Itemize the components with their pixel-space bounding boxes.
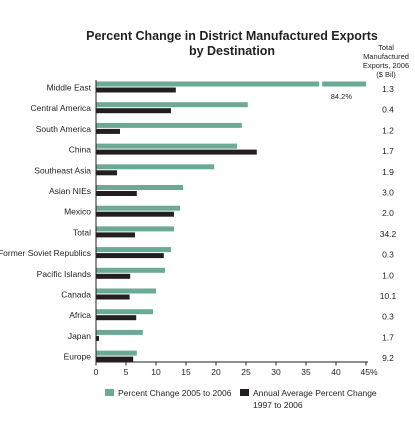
totals-header-line-3: Exports, 2006 — [363, 61, 409, 70]
total-exports-value: 1.3 — [382, 84, 394, 94]
x-tick-label: 45% — [360, 367, 377, 377]
bar-pct-2005-2006 — [96, 81, 366, 87]
bar-pct-2005-2006 — [96, 288, 156, 294]
bar-pct-2005-2006 — [96, 247, 171, 253]
total-exports-value: 3.0 — [382, 188, 394, 198]
bar-row-china: China 1.7 — [69, 143, 394, 156]
bar-pct-2005-2006 — [96, 309, 153, 315]
category-label: Middle East — [47, 83, 92, 93]
x-tick-label: 15 — [181, 367, 191, 377]
total-exports-value: 2.0 — [382, 208, 394, 218]
bar-annotation: 84.2% — [331, 92, 353, 101]
category-label: Central America — [31, 103, 92, 113]
bar-row-central-america: Central America 0.4 — [31, 102, 394, 115]
bar-pct-2005-2006 — [96, 164, 215, 170]
bar-pct-2005-2006 — [96, 267, 165, 273]
category-label: Canada — [61, 290, 91, 300]
total-exports-value: 0.3 — [382, 250, 394, 260]
category-label: Mexico — [64, 207, 91, 217]
bar-annual-avg — [96, 335, 99, 341]
totals-header-line-1: Total — [378, 43, 394, 52]
x-tick-label: 5 — [124, 367, 129, 377]
bar-annual-avg — [96, 128, 120, 134]
x-tick-label: 0 — [94, 367, 99, 377]
total-exports-value: 0.3 — [382, 312, 394, 322]
bar-annual-avg — [96, 211, 174, 217]
axis-break-gap — [319, 80, 323, 88]
x-tick-label: 35 — [301, 367, 311, 377]
total-exports-value: 9.2 — [382, 353, 394, 363]
bar-row-asian-nies: Asian NIEs 3.0 — [49, 185, 394, 198]
totals-header-line-4: ($ Bil) — [376, 70, 396, 79]
bar-pct-2005-2006 — [96, 350, 137, 356]
bar-row-total: Total 34.2 — [73, 226, 397, 239]
category-label: Pacific Islands — [37, 269, 91, 279]
bar-annual-avg — [96, 191, 137, 196]
x-tick-label: 25 — [241, 367, 251, 377]
x-tick-label: 10 — [151, 367, 161, 377]
bar-pct-2005-2006 — [96, 205, 180, 211]
bar-pct-2005-2006 — [96, 226, 174, 232]
category-label: South America — [36, 124, 92, 134]
bar-row-europe: Europe 9.2 — [64, 350, 394, 363]
bar-row-pacific-islands: Pacific Islands 1.0 — [37, 267, 394, 280]
bar-annual-avg — [96, 356, 134, 362]
x-axis-ticks: 0 5 10 15 20 25 30 35 40 45% — [94, 362, 378, 377]
bar-annual-avg — [96, 294, 130, 300]
bar-row-canada: Canada 10.1 — [61, 288, 397, 301]
category-label: Europe — [64, 352, 92, 362]
bar-row-africa: Africa 0.3 — [69, 309, 394, 322]
bar-row-south-america: South America 1.2 — [36, 122, 394, 135]
bar-row-mexico: Mexico 2.0 — [64, 205, 394, 218]
bar-annual-avg — [96, 87, 176, 93]
category-label: Asian NIEs — [49, 186, 91, 196]
total-exports-value: 1.2 — [382, 125, 394, 135]
bar-row-former-soviet-republics: Former Soviet Republics 0.3 — [0, 247, 394, 260]
x-tick-label: 20 — [211, 367, 221, 377]
category-label: Former Soviet Republics — [0, 248, 91, 258]
bar-pct-2005-2006 — [96, 185, 183, 190]
bar-row-japan: Japan 1.7 — [68, 329, 394, 342]
bar-pct-2005-2006 — [96, 143, 237, 149]
bar-rows: Middle East 1.3 84.2% Central America 0.4 Sou… — [0, 80, 397, 363]
bar-pct-2005-2006 — [96, 329, 143, 335]
legend-label-pct-2005-2006: Percent Change 2005 to 2006 — [118, 388, 232, 398]
total-exports-value: 1.0 — [382, 270, 394, 280]
chart-title: Percent Change in District Manufactured … — [86, 29, 378, 43]
total-exports-value: 10.1 — [380, 291, 397, 301]
category-label: Southeast Asia — [34, 165, 91, 175]
bar-annual-avg — [96, 232, 135, 238]
bar-row-southeast-asia: Southeast Asia 1.9 — [34, 164, 394, 177]
legend-swatch-pct-2005-2006 — [105, 389, 114, 396]
bar-annual-avg — [96, 315, 137, 321]
category-label: Africa — [69, 310, 91, 320]
category-label: Japan — [68, 331, 91, 341]
category-label: Total — [73, 227, 91, 237]
bar-annual-avg — [96, 170, 117, 176]
x-tick-label: 30 — [271, 367, 281, 377]
bar-pct-2005-2006 — [96, 122, 242, 128]
total-exports-value: 1.9 — [382, 167, 394, 177]
x-tick-label: 40 — [331, 367, 341, 377]
total-exports-value: 34.2 — [380, 229, 397, 239]
total-exports-value: 1.7 — [382, 332, 394, 342]
bar-pct-2005-2006 — [96, 102, 248, 108]
bar-annual-avg — [96, 253, 164, 259]
legend-label-annual-avg: Annual Average Percent Change 1997 to 200… — [253, 388, 377, 410]
bar-annual-avg — [96, 273, 131, 279]
chart-subtitle: by Destination — [189, 44, 275, 58]
bar-row-middle-east: Middle East 1.3 84.2% — [47, 80, 394, 101]
bar-annual-avg — [96, 149, 257, 155]
category-label: China — [69, 145, 91, 155]
totals-header-line-2: Manufactured — [363, 52, 409, 61]
total-exports-value: 1.7 — [382, 146, 394, 156]
bar-annual-avg — [96, 108, 171, 114]
legend-swatch-annual-avg — [240, 389, 249, 396]
total-exports-value: 0.4 — [382, 105, 394, 115]
